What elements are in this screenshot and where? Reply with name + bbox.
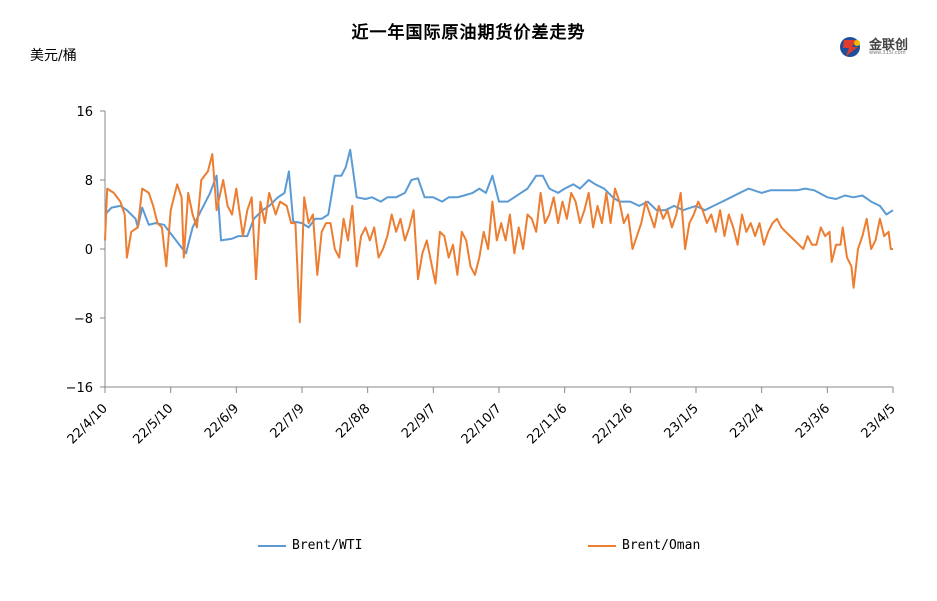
x-tick-label: 23/1/5 (662, 401, 702, 441)
x-tick-label: 23/4/5 (859, 401, 899, 441)
legend-swatch-brent-oman (588, 544, 616, 547)
series-line-brent-wti (104, 148, 894, 255)
x-tick-label: 22/8/8 (333, 401, 373, 441)
x-tick-label: 22/12/6 (590, 401, 636, 447)
x-tick-label: 22/10/7 (459, 401, 505, 447)
y-tick-label: 8 (85, 174, 93, 189)
x-tick-label: 23/2/4 (727, 401, 767, 441)
legend-label-brent-wti: Brent/WTI (292, 538, 363, 553)
legend-item-brent-oman: Brent/Oman (588, 538, 700, 553)
x-tick-label: 22/4/10 (65, 401, 111, 447)
x-tick-label: 22/11/6 (524, 401, 570, 447)
chart-title: 近一年国际原油期货价差走势 (351, 23, 586, 43)
x-tick-label: 22/7/9 (268, 401, 308, 441)
legend-swatch-brent-wti (258, 544, 286, 547)
legend-item-brent-wti: Brent/WTI (258, 538, 362, 553)
logo-subtext: www.315i.com (869, 50, 906, 56)
y-tick-label: 16 (76, 105, 93, 120)
logo-text: 金联创 (869, 38, 909, 53)
y-axis-unit-label: 美元/桶 (30, 48, 77, 64)
x-tick-label: 22/9/7 (399, 401, 439, 441)
series-line-brent-oman (104, 153, 893, 324)
y-tick-label: 0 (85, 243, 93, 258)
x-tick-label: 23/3/6 (793, 401, 833, 441)
y-tick-label: −16 (66, 381, 93, 396)
x-tick-label: 22/6/9 (202, 401, 242, 441)
legend-label-brent-oman: Brent/Oman (622, 538, 701, 553)
x-tick-label: 22/5/10 (130, 401, 176, 447)
y-tick-label: −8 (74, 312, 93, 327)
